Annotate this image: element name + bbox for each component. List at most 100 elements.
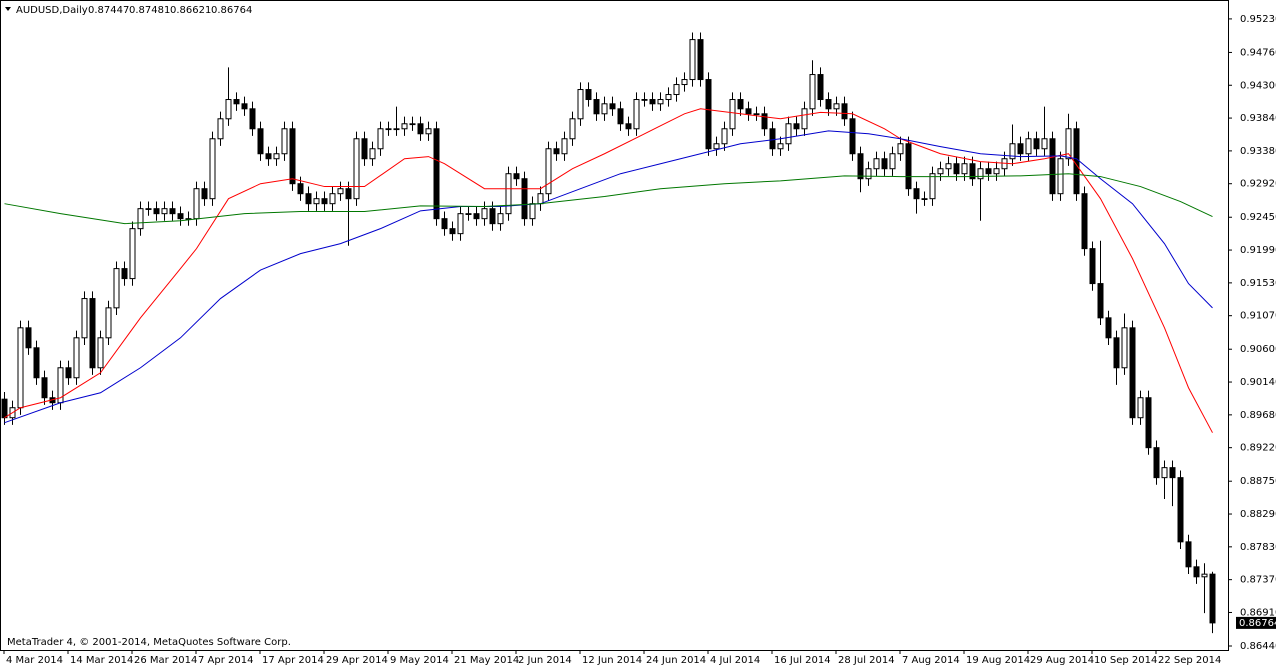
candle-body xyxy=(801,108,808,130)
ohlc-value: 0.86621 xyxy=(170,5,211,16)
candle-body xyxy=(1,398,8,419)
candle-body xyxy=(833,103,840,110)
x-tick-label: 22 Sep 2014 xyxy=(1158,655,1221,666)
candle-body xyxy=(313,198,320,205)
chart-title: AUDUSD,Daily xyxy=(16,5,88,16)
candle-body xyxy=(1121,327,1128,369)
candle-body xyxy=(729,99,736,130)
candle-body xyxy=(113,268,120,309)
candle-body xyxy=(921,198,928,200)
candle-body xyxy=(121,268,128,280)
last-price-box xyxy=(1236,616,1276,629)
candle-body xyxy=(1073,128,1080,195)
candle-body xyxy=(609,103,616,110)
candle-body xyxy=(753,113,760,116)
candle-body xyxy=(985,168,992,175)
candle-body xyxy=(321,198,328,205)
candle-body xyxy=(81,298,88,339)
candle-body xyxy=(145,208,152,210)
candle-body xyxy=(1169,467,1176,479)
candle-body xyxy=(465,213,472,215)
last-price-label: 0.86764 xyxy=(1239,618,1276,629)
candle-body xyxy=(1105,317,1112,339)
candle-body xyxy=(737,99,744,110)
candle-body xyxy=(329,193,336,205)
candle-body xyxy=(417,123,424,135)
candle-body xyxy=(473,213,480,220)
candle-body xyxy=(161,208,168,215)
candle-body xyxy=(1137,397,1144,419)
candle-body xyxy=(449,228,456,235)
x-tick-label: 9 May 2014 xyxy=(390,655,449,666)
candle-body xyxy=(265,153,272,160)
candle-body xyxy=(1033,138,1040,150)
candle-body xyxy=(353,138,360,200)
candle-body xyxy=(873,158,880,170)
candle-body xyxy=(1153,447,1160,479)
candle-body xyxy=(1025,138,1032,155)
candle-body xyxy=(633,99,640,130)
candle-body xyxy=(977,168,984,180)
candle-body xyxy=(673,84,680,96)
candle-body xyxy=(905,143,912,190)
candle-body xyxy=(105,307,112,339)
candle-body xyxy=(177,213,184,220)
candle-body xyxy=(1201,573,1208,578)
candle-body xyxy=(345,188,352,200)
moving-average xyxy=(4,130,1213,424)
plot-frame xyxy=(0,0,1229,651)
candle-body xyxy=(409,123,416,126)
moving-average xyxy=(4,173,1213,225)
candle-body xyxy=(705,79,712,150)
candle-body xyxy=(1009,143,1016,160)
candle-body xyxy=(457,213,464,235)
candle-body xyxy=(793,123,800,130)
candle-body xyxy=(281,128,288,155)
candle-body xyxy=(201,188,208,200)
candle-body xyxy=(233,99,240,105)
candle-body xyxy=(169,208,176,215)
x-tick-label: 17 Apr 2014 xyxy=(262,655,324,666)
candle-body xyxy=(1049,138,1056,195)
candle-body xyxy=(1129,327,1136,419)
candle-body xyxy=(681,79,688,86)
x-tick-label: 2 Jun 2014 xyxy=(518,655,572,666)
candle-body xyxy=(209,138,216,200)
candle-body xyxy=(1089,248,1096,285)
candle-body xyxy=(769,128,776,150)
candle-body xyxy=(401,123,408,130)
candle-body xyxy=(433,128,440,220)
candle-body xyxy=(561,138,568,155)
y-tick-label: 0.86440 xyxy=(1240,641,1276,652)
candle-body xyxy=(1057,158,1064,195)
candle-body xyxy=(425,128,432,135)
candle-body xyxy=(537,193,544,205)
candle-body xyxy=(761,113,768,130)
candle-body xyxy=(305,193,312,205)
candle-body xyxy=(25,327,32,349)
candle-body xyxy=(41,377,48,399)
candle-body xyxy=(1185,541,1192,568)
candle-body xyxy=(713,143,720,150)
x-tick-label: 7 Aug 2014 xyxy=(902,655,960,666)
candle-body xyxy=(193,188,200,220)
candle-body xyxy=(569,118,576,140)
x-tick-label: 29 Aug 2014 xyxy=(1030,655,1094,666)
candle-body xyxy=(249,108,256,130)
candle-body xyxy=(593,99,600,115)
candle-body xyxy=(73,337,80,379)
candle-body xyxy=(929,173,936,200)
candle-body xyxy=(393,128,400,131)
